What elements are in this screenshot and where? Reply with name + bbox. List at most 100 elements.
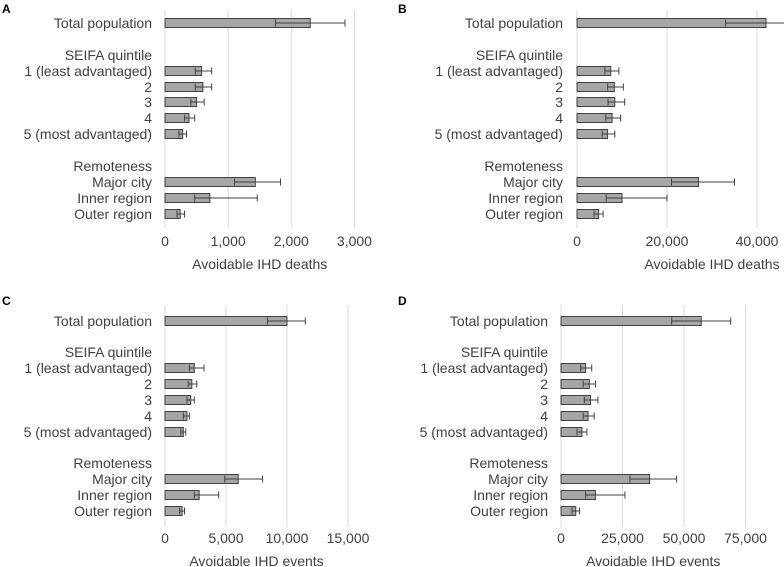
x-tick-label: 75,000 bbox=[724, 530, 767, 546]
category-label: Inner region bbox=[488, 190, 563, 206]
x-tick-label: 5,000 bbox=[208, 530, 243, 546]
error-bar bbox=[176, 210, 186, 218]
category-label: Major city bbox=[503, 174, 563, 190]
x-tick-label: 1,000 bbox=[211, 233, 246, 249]
panel-d: D 0 25,000 50,000 75,000 Avoidable IHD events… bbox=[398, 294, 767, 567]
error-bar bbox=[193, 491, 220, 499]
group-heading: Remoteness bbox=[469, 455, 548, 471]
category-label: Outer region bbox=[74, 206, 152, 222]
error-bar bbox=[178, 130, 187, 138]
category-label: 3 bbox=[555, 94, 563, 110]
error-bar bbox=[605, 194, 668, 202]
error-bar bbox=[266, 317, 306, 325]
category-label: Total population bbox=[54, 15, 152, 31]
category-label: Inner region bbox=[77, 190, 152, 206]
panel-label: C bbox=[2, 294, 11, 308]
panel-label: A bbox=[2, 2, 11, 16]
panel-a: A 0 1,000 2,000 3,000 Avoidable IHD deaths Tot… bbox=[2, 2, 372, 272]
error-bar bbox=[194, 67, 213, 75]
error-bar bbox=[571, 507, 580, 515]
error-bar bbox=[180, 428, 187, 436]
category-label: 2 bbox=[144, 79, 152, 95]
error-bar bbox=[580, 364, 593, 372]
error-bar bbox=[233, 178, 282, 186]
error-bar bbox=[629, 475, 678, 483]
category-label: 2 bbox=[555, 79, 563, 95]
x-tick-label: 20,000 bbox=[646, 233, 689, 249]
x-tick-label: 0 bbox=[161, 233, 169, 249]
category-label: 3 bbox=[144, 94, 152, 110]
category-label: 4 bbox=[555, 110, 563, 126]
error-bar bbox=[224, 475, 264, 483]
error-bar bbox=[607, 83, 624, 91]
group-heading: SEIFA quintile bbox=[65, 47, 152, 63]
x-tick-label: 15,000 bbox=[327, 530, 370, 546]
group-heading: SEIFA quintile bbox=[476, 47, 563, 63]
group-heading: Remoteness bbox=[484, 158, 563, 174]
category-label: 5 (most advantaged) bbox=[420, 424, 548, 440]
category-label: 2 bbox=[540, 376, 548, 392]
category-label: Total population bbox=[465, 15, 563, 31]
x-tick-label: 10,000 bbox=[266, 530, 309, 546]
error-bar bbox=[187, 380, 198, 388]
error-bar bbox=[190, 98, 205, 106]
category-label: 5 (most advantaged) bbox=[435, 126, 563, 142]
error-bar bbox=[725, 19, 784, 27]
error-bar bbox=[582, 412, 595, 420]
x-tick-label: 0 bbox=[573, 233, 581, 249]
error-bar bbox=[605, 114, 622, 122]
group-heading: SEIFA quintile bbox=[461, 344, 548, 360]
category-label: 2 bbox=[144, 376, 152, 392]
error-bar bbox=[604, 67, 620, 75]
x-tick-label: 50,000 bbox=[663, 530, 706, 546]
x-tick-label: 0 bbox=[557, 530, 565, 546]
error-bar bbox=[582, 380, 596, 388]
category-label: Outer region bbox=[470, 503, 548, 519]
error-bar bbox=[194, 194, 258, 202]
error-bar bbox=[607, 98, 626, 106]
error-bar bbox=[182, 412, 190, 420]
category-label: Major city bbox=[92, 174, 152, 190]
x-tick-label: 25,000 bbox=[601, 530, 644, 546]
x-tick-label: 3,000 bbox=[337, 233, 372, 249]
category-label: 5 (most advantaged) bbox=[24, 126, 152, 142]
category-label: 4 bbox=[144, 110, 152, 126]
error-bar bbox=[179, 507, 186, 515]
error-bar bbox=[671, 178, 735, 186]
category-label: 1 (least advantaged) bbox=[24, 63, 152, 79]
x-tick-label: 0 bbox=[161, 530, 169, 546]
panel-label: B bbox=[398, 2, 407, 16]
category-label: Total population bbox=[54, 313, 152, 329]
error-bar bbox=[188, 364, 205, 372]
group-heading: Remoteness bbox=[73, 158, 152, 174]
error-bar bbox=[593, 210, 604, 218]
error-bar bbox=[585, 491, 626, 499]
category-label: Inner region bbox=[473, 487, 548, 503]
error-bar bbox=[601, 130, 616, 138]
group-heading: SEIFA quintile bbox=[65, 344, 152, 360]
category-label: Inner region bbox=[77, 487, 152, 503]
error-bar bbox=[194, 83, 213, 91]
category-label: Total population bbox=[450, 313, 548, 329]
group-heading: Remoteness bbox=[73, 455, 152, 471]
category-label: Outer region bbox=[485, 206, 563, 222]
category-label: 5 (most advantaged) bbox=[24, 424, 152, 440]
category-label: 4 bbox=[144, 408, 152, 424]
error-bar bbox=[583, 396, 599, 404]
error-bar bbox=[275, 19, 346, 27]
category-label: 3 bbox=[540, 392, 548, 408]
x-axis-label: Avoidable IHD deaths bbox=[644, 256, 779, 272]
x-tick-label: 2,000 bbox=[274, 233, 309, 249]
panel-label: D bbox=[398, 294, 407, 308]
x-axis-label: Avoidable IHD events bbox=[189, 553, 323, 567]
category-label: 4 bbox=[540, 408, 548, 424]
error-bar bbox=[184, 114, 196, 122]
category-label: 1 (least advantaged) bbox=[435, 63, 563, 79]
x-axis-label: Avoidable IHD events bbox=[586, 553, 720, 567]
error-bar bbox=[576, 428, 588, 436]
category-label: Outer region bbox=[74, 503, 152, 519]
panel-c: C 0 5,000 10,000 15,000 Avoidable IHD events T… bbox=[2, 294, 370, 567]
category-label: Major city bbox=[488, 471, 548, 487]
